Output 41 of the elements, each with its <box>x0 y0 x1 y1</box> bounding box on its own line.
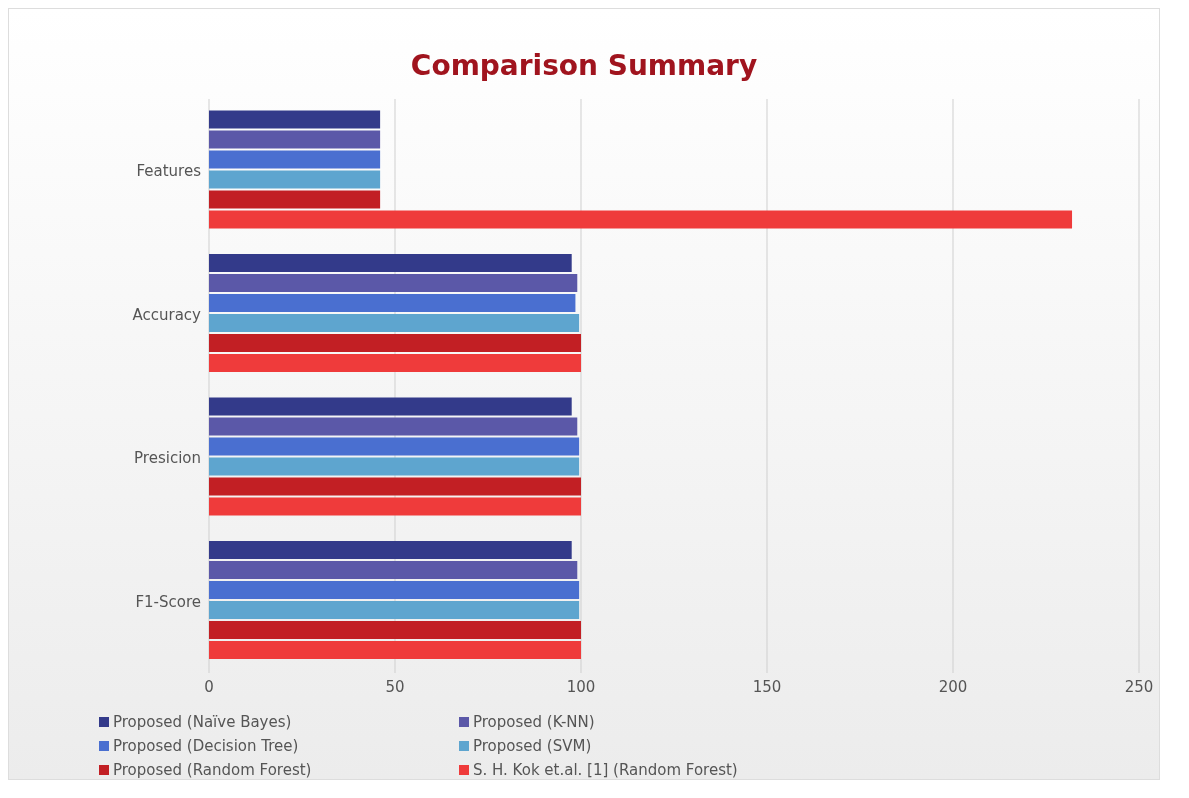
bar <box>209 273 578 292</box>
x-tick-label: 200 <box>938 677 968 696</box>
legend-label: Proposed (Decision Tree) <box>113 737 299 755</box>
bar <box>209 353 581 372</box>
bar <box>209 600 580 619</box>
bar <box>209 437 580 456</box>
legend-label: S. H. Kok et.al. [1] (Random Forest) <box>473 761 738 779</box>
x-tick-label: 150 <box>752 677 782 696</box>
legend-label: Proposed (Random Forest) <box>113 761 312 779</box>
bar <box>209 293 576 312</box>
x-tick-label: 0 <box>204 677 214 696</box>
bar <box>209 333 581 352</box>
bar <box>209 580 580 599</box>
bar <box>209 620 581 639</box>
bar <box>209 560 578 579</box>
bar <box>209 110 381 129</box>
y-tick-label: F1-Score <box>135 592 201 611</box>
legend-label: Proposed (K-NN) <box>473 713 595 731</box>
bar <box>209 497 581 516</box>
y-tick-label: Accuracy <box>132 305 202 324</box>
bar <box>209 457 580 476</box>
bar <box>209 640 581 659</box>
x-tick-label: 100 <box>566 677 596 696</box>
bar <box>209 150 381 169</box>
x-tick-label: 250 <box>1124 677 1154 696</box>
legend-label: Proposed (Naïve Bayes) <box>113 713 292 731</box>
bar <box>209 397 572 416</box>
bar <box>209 130 381 149</box>
y-tick-label: Features <box>136 162 202 181</box>
bar <box>209 190 381 209</box>
bar <box>209 313 580 332</box>
bar <box>209 253 572 272</box>
legend-label: Proposed (SVM) <box>473 737 592 755</box>
x-tick-label: 50 <box>385 677 405 696</box>
bar <box>209 540 572 559</box>
bar <box>209 210 1073 229</box>
y-tick-label: Presicion <box>134 449 201 468</box>
bar <box>209 477 581 496</box>
bar <box>209 417 578 436</box>
bar <box>209 170 381 189</box>
chart-title: Comparison Summary <box>409 48 759 84</box>
